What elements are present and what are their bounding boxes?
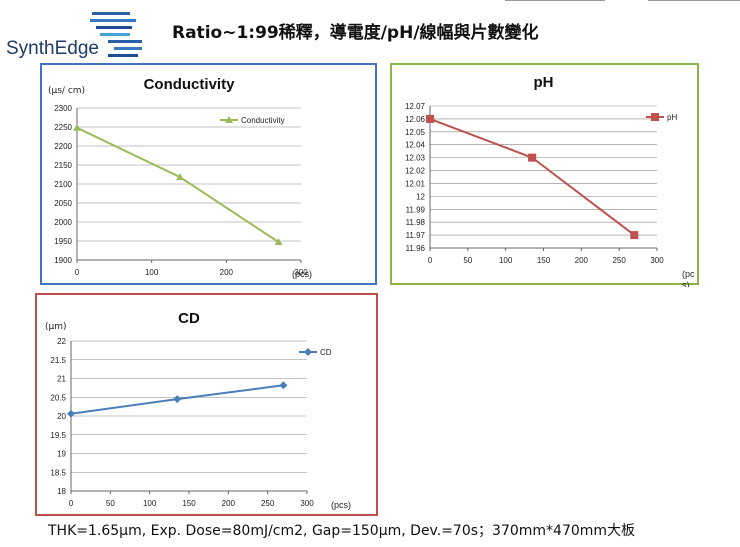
x-tick-label: 100 (145, 268, 159, 277)
top-divider-left (505, 0, 605, 1)
x-tick-label: 0 (428, 256, 433, 265)
x-axis-label: (pcs) (292, 269, 312, 279)
cd-chart: CD 18 18.5 19 19.5 20 20.5 21 21.5 22 0 50 100 150 200… (45, 310, 351, 510)
legend-marker (225, 116, 233, 123)
data-point (279, 381, 288, 390)
y-axis-label: (μs/ cm) (48, 86, 85, 96)
logo-stripes-icon (90, 12, 142, 57)
x-tick-label: 300 (300, 499, 314, 508)
y-tick-label: 19.5 (50, 431, 66, 440)
y-tick-label: 2300 (54, 104, 72, 113)
y-tick-label: 12.02 (405, 167, 426, 176)
y-tick-label: 12.07 (405, 102, 426, 111)
y-tick-label: 2000 (54, 218, 72, 227)
x-tick-label: 0 (75, 268, 80, 277)
data-point (176, 173, 185, 181)
top-divider-right (648, 0, 740, 1)
y-tick-label: 2150 (54, 161, 72, 170)
y-tick-label: 12.05 (405, 128, 426, 137)
data-point (274, 238, 283, 246)
x-tick-label: 200 (575, 256, 589, 265)
y-tick-label: 12.01 (405, 179, 426, 188)
y-tick-label: 20 (57, 412, 66, 421)
y-tick-label: 2200 (54, 142, 72, 151)
brand-logo (4, 8, 154, 64)
data-point (528, 153, 537, 162)
x-tick-label: 300 (650, 256, 664, 265)
data-point (173, 395, 182, 404)
page-title: Ratio~1:99稀釋，導電度/pH/線幅與片數變化 (172, 23, 539, 43)
data-point (426, 114, 434, 123)
series-line (76, 126, 280, 243)
chart-title: pH (534, 74, 554, 91)
x-axis-label: (pcs) (331, 500, 351, 510)
data-point (630, 231, 639, 240)
y-tick-label: 18.5 (50, 468, 66, 477)
x-tick-label: 100 (143, 499, 157, 508)
y-tick-label: 2050 (54, 199, 72, 208)
x-tick-label: 300 (294, 268, 308, 277)
y-tick-label: 2250 (54, 123, 72, 132)
y-tick-label: 11.99 (406, 205, 426, 214)
ph-chart-panel: pH 11.96 11.97 11.98 11.99 12 12.01 12.02 12.03 1… (390, 63, 699, 287)
x-tick-label: 150 (182, 499, 196, 508)
y-tick-label: 19 (57, 450, 66, 459)
x-tick-label: 50 (463, 256, 472, 265)
cd-chart-panel: CD 18 18.5 19 19.5 20 20.5 21 21.5 22 0 50 100 150 200… (35, 293, 378, 516)
process-conditions-note: THK=1.65μm, Exp. Dose=80mJ/cm2, Gap=150μ… (48, 523, 636, 539)
y-axis-label: (μm) (45, 322, 67, 332)
y-tick-label: 21.5 (50, 356, 66, 365)
x-tick-label: 200 (220, 268, 234, 277)
x-tick-label: 100 (499, 256, 513, 265)
data-point (67, 409, 75, 418)
series-line (429, 117, 635, 236)
y-tick-label: 11.96 (406, 244, 426, 253)
y-tick-label: 20.5 (50, 393, 66, 402)
x-axis-label-cont: s) (682, 280, 690, 287)
x-tick-label: 250 (612, 256, 626, 265)
x-tick-label: 250 (261, 499, 275, 508)
y-tick-label: 1950 (54, 237, 72, 246)
y-tick-label: 12 (416, 192, 425, 201)
y-tick-label: 21 (57, 375, 66, 384)
x-tick-label: 0 (69, 499, 74, 508)
y-tick-label: 22 (57, 337, 66, 346)
y-tick-label: 2100 (54, 180, 72, 189)
y-tick-label: 12.04 (405, 141, 426, 150)
legend-marker (651, 113, 659, 121)
ph-chart: pH 11.96 11.97 11.98 11.99 12 12.01 12.02 12.03 1… (405, 74, 695, 287)
x-tick-label: 200 (222, 499, 236, 508)
y-tick-label: 12.06 (405, 115, 426, 124)
y-tick-label: 11.97 (406, 231, 426, 240)
y-tick-label: 11.98 (406, 218, 426, 227)
y-tick-label: 1900 (54, 256, 72, 265)
x-tick-label: 150 (537, 256, 551, 265)
x-tick-label: 50 (106, 499, 115, 508)
conductivity-chart: Conductivity1900195020002050210021502200… (48, 76, 312, 279)
legend-label: CD (320, 348, 332, 357)
legend-label: pH (667, 113, 677, 122)
legend-label: Conductivity (241, 116, 285, 125)
data-point (73, 123, 81, 131)
legend-marker (304, 348, 312, 356)
chart-title: Conductivity (144, 76, 235, 93)
x-axis-label: (pc (682, 269, 695, 279)
chart-title: CD (178, 310, 200, 327)
conductivity-chart-panel: Conductivity 1900 1950 2000 2050 2100 2150 2200… (40, 63, 377, 285)
logo-text: SynthEdge (6, 38, 99, 59)
y-tick-label: 12.03 (405, 154, 426, 163)
y-tick-label: 18 (57, 487, 66, 496)
